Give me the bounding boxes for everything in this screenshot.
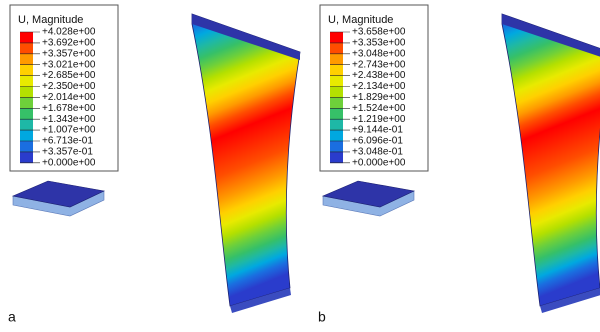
legend-label: +1.524e+00 <box>352 103 406 114</box>
legend-label: +1.219e+00 <box>352 114 406 125</box>
legend-label: +6.096e-01 <box>352 136 403 147</box>
figure: U, Magnitude+4.028e+00+3.692e+00+3.357e+… <box>0 0 600 327</box>
legend-swatch <box>330 130 343 141</box>
legend-label: +2.743e+00 <box>352 59 406 70</box>
legend-label: +3.357e-01 <box>42 147 93 158</box>
legend-label: +3.658e+00 <box>352 27 406 38</box>
deformed-plate <box>192 14 300 306</box>
legend-swatch <box>20 141 33 152</box>
legend-label: +0.000e+00 <box>42 157 96 168</box>
legend-swatch <box>330 32 343 43</box>
legend-label: +2.438e+00 <box>352 70 406 81</box>
legend-label: +3.357e+00 <box>42 48 96 59</box>
legend-label: +2.685e+00 <box>42 70 96 81</box>
legend-label: +3.048e-01 <box>352 147 403 158</box>
panel: U, Magnitude+3.658e+00+3.353e+00+3.048e+… <box>318 5 600 325</box>
legend-label: +1.007e+00 <box>42 125 96 136</box>
legend-label: +0.000e+00 <box>352 157 406 168</box>
legend-swatch <box>330 141 343 152</box>
legend-swatch <box>20 152 33 163</box>
legend-swatch <box>330 87 343 98</box>
panel: U, Magnitude+4.028e+00+3.692e+00+3.357e+… <box>8 5 300 325</box>
panel-caption: a <box>8 309 16 325</box>
legend-label: +9.144e-01 <box>352 125 403 136</box>
legend-label: +3.048e+00 <box>352 48 406 59</box>
legend-label: +1.343e+00 <box>42 114 96 125</box>
panel-caption: b <box>318 309 326 325</box>
legend-label: +3.021e+00 <box>42 59 96 70</box>
legend-swatch <box>20 65 33 76</box>
legend-swatch <box>330 119 343 130</box>
legend-swatch <box>330 43 343 54</box>
legend-swatch <box>330 65 343 76</box>
legend-swatch <box>20 43 33 54</box>
legend-swatch <box>330 54 343 65</box>
legend-label: +3.692e+00 <box>42 38 96 49</box>
legend-swatch <box>20 108 33 119</box>
legend-swatch <box>20 130 33 141</box>
legend-label: +1.829e+00 <box>352 92 406 103</box>
legend-label: +6.713e-01 <box>42 136 93 147</box>
legend-swatch <box>20 76 33 87</box>
legend-label: +2.134e+00 <box>352 81 406 92</box>
legend-swatch <box>330 76 343 87</box>
legend-label: +2.350e+00 <box>42 81 96 92</box>
legend-label: +3.353e+00 <box>352 38 406 49</box>
legend-label: +2.014e+00 <box>42 92 96 103</box>
legend-label: +4.028e+00 <box>42 27 96 38</box>
legend-swatch <box>330 152 343 163</box>
legend-title: U, Magnitude <box>328 14 393 26</box>
legend-swatch <box>330 108 343 119</box>
legend-swatch <box>20 32 33 43</box>
legend-swatch <box>20 97 33 108</box>
legend-title: U, Magnitude <box>18 14 83 26</box>
legend-label: +1.678e+00 <box>42 103 96 114</box>
deformed-plate <box>502 14 600 306</box>
legend-swatch <box>330 97 343 108</box>
legend-swatch <box>20 54 33 65</box>
legend-swatch <box>20 87 33 98</box>
legend-swatch <box>20 119 33 130</box>
